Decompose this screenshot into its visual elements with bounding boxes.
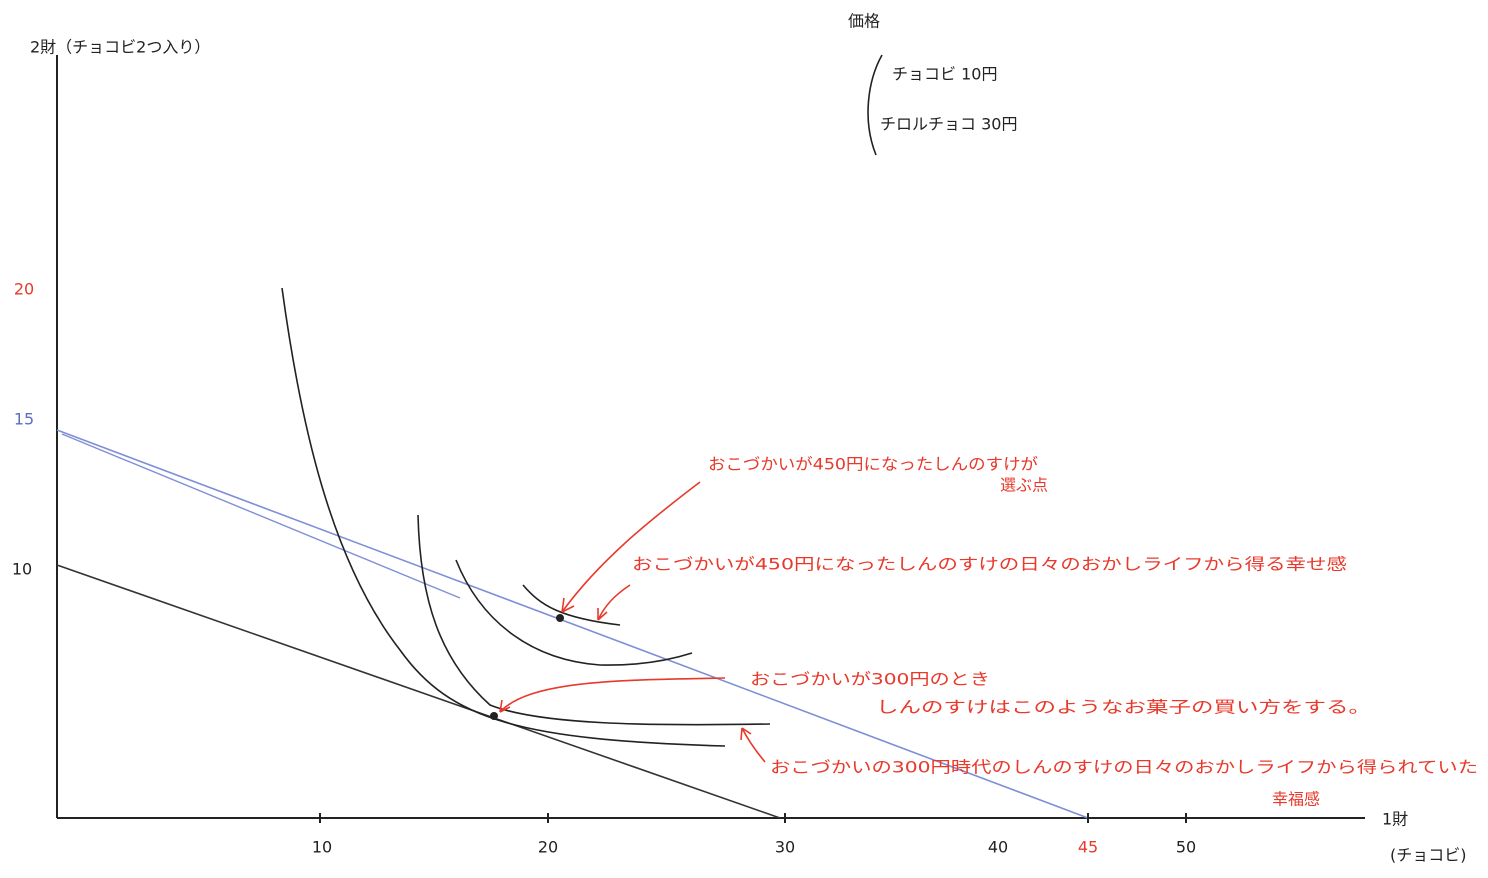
x-tick-label: 30 bbox=[775, 838, 795, 857]
annotation: おこづかいが300円のとき bbox=[750, 670, 990, 689]
price-item: チョコビ 10円 bbox=[892, 65, 997, 84]
tick-marks bbox=[319, 813, 1187, 823]
x-tick-label: 45 bbox=[1078, 838, 1098, 857]
indifference-curve bbox=[455, 559, 693, 666]
annotation: 幸福感 bbox=[1272, 790, 1320, 809]
x-tick-label: 50 bbox=[1176, 838, 1196, 857]
arrow bbox=[561, 481, 701, 613]
bracket bbox=[867, 54, 883, 156]
budget-line-450 bbox=[56, 429, 1089, 819]
optimal-point-300 bbox=[490, 712, 498, 720]
arrow bbox=[499, 677, 726, 713]
indifference-curve bbox=[522, 584, 621, 626]
x-tick-label: 40 bbox=[988, 838, 1008, 857]
indifference-curve bbox=[417, 514, 771, 726]
optimal-point-450 bbox=[556, 614, 564, 622]
price-item: チロルチョコ 30円 bbox=[880, 115, 1017, 134]
x-axis-label: 1財 bbox=[1382, 810, 1408, 829]
y-tick-label: 15 bbox=[14, 410, 34, 429]
x-axis-label: (チョコビ) bbox=[1390, 846, 1467, 865]
axes bbox=[56, 55, 1365, 819]
y-tick-label: 10 bbox=[12, 560, 32, 579]
arrow bbox=[740, 727, 766, 763]
annotation: おこづかいの300円時代のしんのすけの日々のおかしライフから得られていた bbox=[770, 758, 1478, 777]
indifference-curve bbox=[281, 287, 726, 747]
annotation: おこづかいが450円になったしんのすけの日々のおかしライフから得る幸せ感 bbox=[632, 555, 1347, 574]
budget-line-sketch bbox=[61, 433, 461, 599]
annotation: おこづかいが450円になったしんのすけが bbox=[708, 455, 1038, 474]
prices-title: 価格 bbox=[848, 12, 880, 31]
x-tick-label: 10 bbox=[312, 838, 332, 857]
indifference-curves bbox=[281, 287, 771, 747]
arrow bbox=[597, 584, 631, 621]
y-tick-label: 20 bbox=[14, 280, 34, 299]
budget-line-300 bbox=[56, 564, 781, 819]
arrows bbox=[499, 481, 766, 763]
annotation: 選ぶ点 bbox=[1000, 476, 1048, 495]
y-axis-label: 2財（チョコビ2つ入り） bbox=[30, 38, 210, 57]
x-tick-label: 20 bbox=[538, 838, 558, 857]
annotation: しんのすけはこのようなお菓子の買い方をする。 bbox=[876, 698, 1371, 717]
